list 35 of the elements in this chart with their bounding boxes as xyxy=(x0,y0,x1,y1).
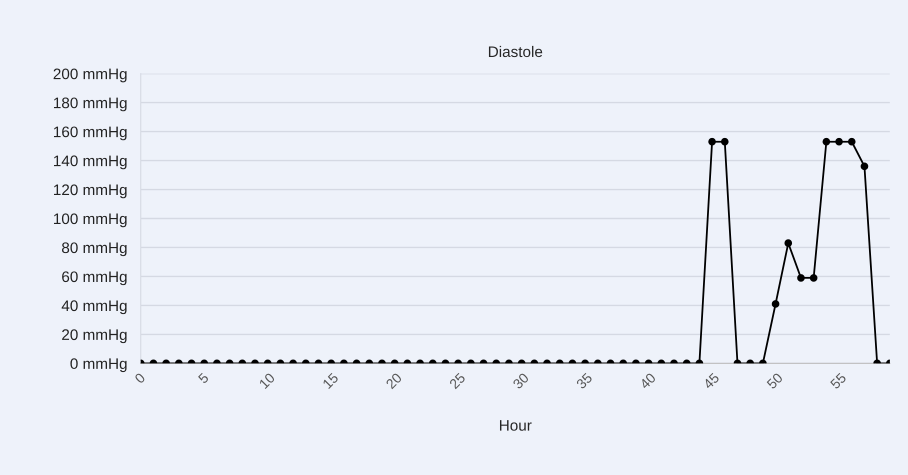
x-tick-label: 10 xyxy=(258,372,276,390)
x-tick-label: 0 xyxy=(134,372,146,384)
y-tick-label: 80 mmHg xyxy=(62,242,127,256)
chart-title: Diastole xyxy=(488,46,542,58)
y-tick-label: 180 mmHg xyxy=(54,97,127,112)
point xyxy=(772,300,780,308)
y-tick-label: 100 mmHg xyxy=(54,213,127,228)
x-tick-label: 40 xyxy=(639,372,656,390)
point xyxy=(822,138,830,146)
point xyxy=(784,239,792,247)
y-tick-label: 160 mmHg xyxy=(54,126,127,140)
point xyxy=(708,138,716,146)
point xyxy=(720,138,729,146)
x-tick-label: 5 xyxy=(198,372,210,384)
y-tick-label: 120 mmHg xyxy=(54,184,127,198)
y-tick-label: 20 mmHg xyxy=(62,329,127,344)
x-tick-label: 45 xyxy=(702,372,720,390)
x-tick-label: 50 xyxy=(766,372,784,390)
point xyxy=(860,162,868,170)
y-tick-label: 40 mmHg xyxy=(62,300,127,314)
y-tick-label: 140 mmHg xyxy=(54,155,127,170)
x-tick-label: 55 xyxy=(830,372,847,390)
x-tick-label: 25 xyxy=(448,372,466,390)
point xyxy=(810,274,818,282)
point xyxy=(835,138,843,146)
x-axis-title: Hour xyxy=(500,420,532,431)
y-tick-label: 60 mmHg xyxy=(62,271,127,286)
x-tick-label: 30 xyxy=(512,372,530,390)
x-tick-label: 20 xyxy=(385,372,402,390)
point xyxy=(848,138,856,146)
y-tick-label: 200 mmHg xyxy=(54,68,127,82)
x-tick-label: 35 xyxy=(576,372,593,390)
y-tick-label: 0 mmHg xyxy=(70,358,127,372)
point xyxy=(797,274,805,282)
x-tick-label: 15 xyxy=(322,372,339,390)
